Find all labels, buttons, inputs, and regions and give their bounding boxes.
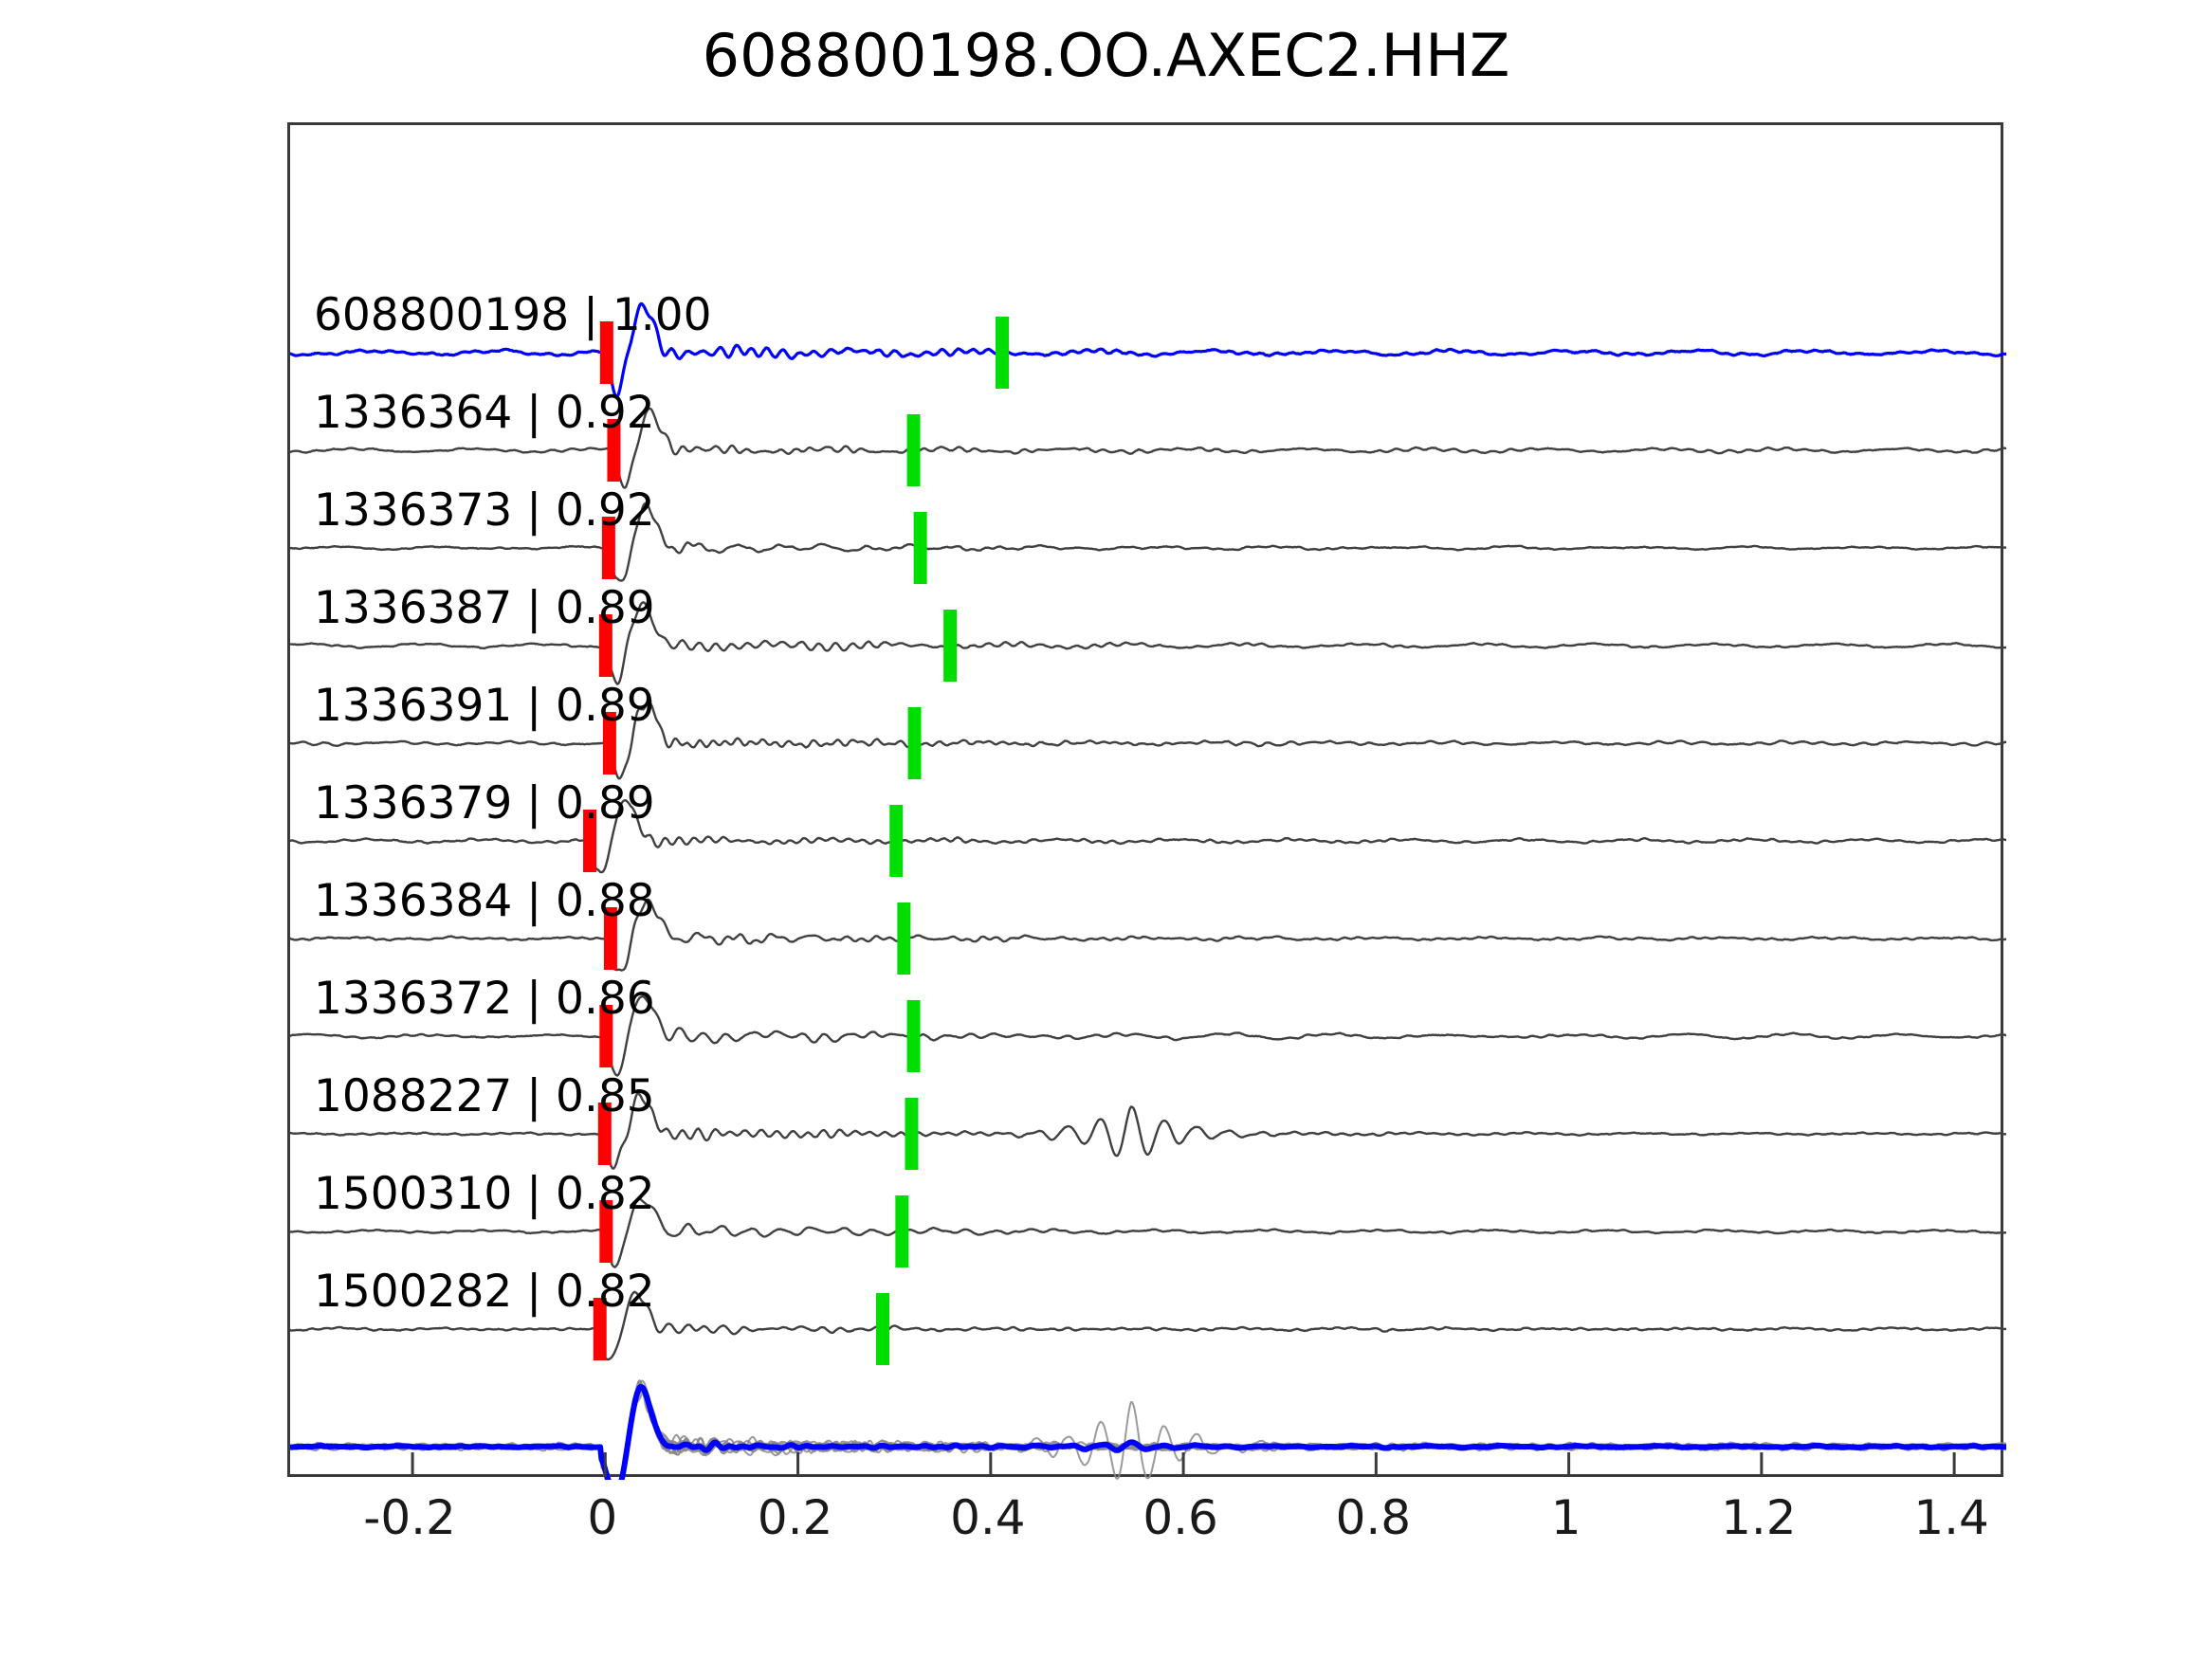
p-pick-marker-1336364	[607, 419, 621, 482]
waveform-trace-1336372	[290, 994, 2006, 1077]
waveform-trace-1500310	[290, 1197, 2006, 1268]
stack-overlay-trace	[290, 1390, 2006, 1480]
trace-label-1088227: 1088227 | 0.85	[314, 1070, 655, 1122]
p-pick-marker-1088227	[597, 1103, 612, 1165]
stack-overlay-trace	[290, 1381, 2006, 1480]
stack-overlay-trace	[290, 1382, 2006, 1480]
stack-overlay-trace	[290, 1389, 2006, 1480]
s-pick-marker-1336384	[897, 902, 911, 975]
s-pick-marker-1336372	[906, 1000, 921, 1072]
trace-label-1336373: 1336373 | 0.92	[314, 484, 655, 537]
waveform-trace-1336364	[290, 407, 2006, 489]
stack-overlay-trace	[290, 1379, 2006, 1480]
p-pick-marker-608800198	[599, 321, 613, 384]
waveform-plot	[290, 301, 2006, 1480]
p-pick-marker-1336372	[599, 1005, 613, 1067]
waveform-trace-1500282	[290, 1290, 2006, 1361]
trace-label-1336379: 1336379 | 0.89	[314, 777, 655, 830]
trace-label-1500310: 1500310 | 0.82	[314, 1168, 655, 1220]
s-pick-marker-1500282	[876, 1293, 890, 1365]
trace-label-1336384: 1336384 | 0.88	[314, 875, 655, 927]
stack-overlay-trace	[290, 1386, 2006, 1480]
x-tick-label-5: 0.8	[1335, 1490, 1412, 1545]
x-tick-label-1: 0	[587, 1490, 618, 1545]
page-title: 608800198.OO.AXEC2.HHZ	[702, 21, 1510, 90]
waveform-trace-1336373	[290, 501, 2006, 582]
x-tick-label-7: 1.2	[1721, 1490, 1797, 1545]
trace-label-1500282: 1500282 | 0.82	[314, 1266, 655, 1318]
stack-overlay-trace	[290, 1383, 2006, 1480]
s-pick-marker-608800198	[996, 317, 1010, 389]
waveform-trace-1336379	[290, 799, 2006, 874]
trace-label-608800198: 608800198 | 1.00	[314, 289, 712, 341]
s-pick-marker-1336364	[906, 414, 921, 486]
x-tick-label-4: 0.6	[1143, 1490, 1218, 1545]
waveform-trace-1336391	[290, 702, 2006, 780]
trace-label-1336372: 1336372 | 0.86	[314, 973, 655, 1025]
p-pick-marker-1336384	[603, 907, 617, 970]
trace-label-1336387: 1336387 | 0.89	[314, 582, 655, 634]
x-tick-label-0: -0.2	[363, 1490, 456, 1545]
stack-overlay-trace	[290, 1380, 2006, 1480]
waveform-trace-1088227	[290, 1092, 2006, 1170]
s-pick-marker-1088227	[905, 1098, 919, 1170]
x-tick-label-8: 1.4	[1913, 1490, 1989, 1545]
p-pick-marker-1336391	[602, 712, 616, 775]
s-pick-marker-1500310	[895, 1195, 909, 1267]
p-pick-marker-1500282	[593, 1298, 607, 1360]
p-pick-marker-1336387	[598, 614, 612, 677]
waveform-trace-1336387	[290, 601, 2006, 685]
trace-label-1336364: 1336364 | 0.92	[314, 387, 655, 439]
waveform-trace-608800198	[290, 301, 2006, 399]
x-tick-label-3: 0.4	[950, 1490, 1026, 1545]
stack-overlay-trace	[290, 1379, 2006, 1480]
trace-label-1336391: 1336391 | 0.89	[314, 680, 655, 732]
x-tick-label-2: 0.2	[757, 1490, 833, 1545]
waveform-trace-1336384	[290, 898, 2006, 972]
s-pick-marker-1336379	[889, 805, 904, 877]
p-pick-marker-1500310	[599, 1200, 613, 1263]
p-pick-marker-1336373	[601, 517, 615, 579]
stack-overlay-trace	[290, 1388, 2006, 1480]
s-pick-marker-1336373	[913, 512, 927, 584]
s-pick-marker-1336391	[907, 707, 922, 779]
stack-mean-trace	[290, 1384, 2006, 1480]
stack-overlay-trace	[290, 1386, 2006, 1480]
s-pick-marker-1336387	[943, 610, 958, 682]
x-tick-label-6: 1	[1550, 1490, 1581, 1545]
plot-frame	[287, 122, 2006, 1480]
p-pick-marker-1336379	[583, 810, 597, 872]
